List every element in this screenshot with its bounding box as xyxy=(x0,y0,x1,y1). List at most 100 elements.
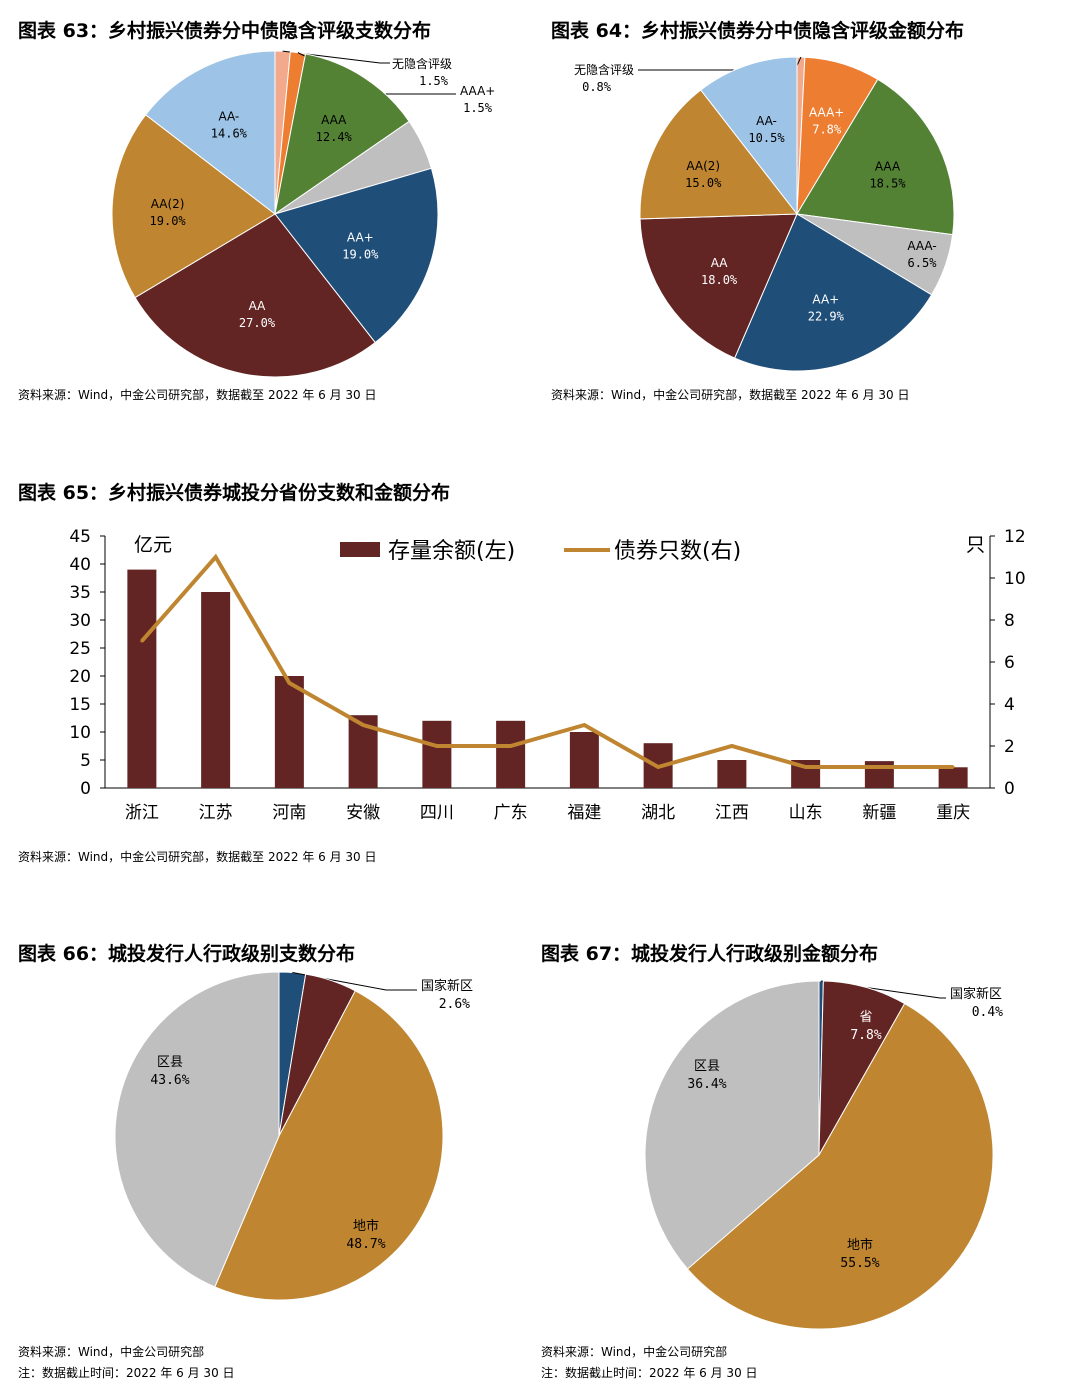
chart65-category-label: 四川 xyxy=(420,803,454,823)
chart64-value-aaa-plus: 7.8% xyxy=(812,122,842,136)
chart63-value-aa2: 19.0% xyxy=(150,214,187,228)
chart64-slice-aa2 xyxy=(639,89,798,220)
chart65-line-point-3 xyxy=(361,723,365,727)
chart63-label-aa-plus: AA+ xyxy=(347,231,374,245)
chart65-title: 图表 65：乡村振兴债券城投分省份支数和金额分布 xyxy=(18,482,451,504)
chart66-source: 资料来源：Wind，中金公司研究部 xyxy=(18,1345,205,1359)
chart66-slice-county xyxy=(114,971,280,1288)
chart65-legend: 存量余额(左) 债券只数(右) xyxy=(340,539,741,564)
chart66-value-national-new-area: 2.6% xyxy=(439,997,470,1012)
chart63-label-aa-minus: AA- xyxy=(218,109,239,123)
chart65-category-label: 湖北 xyxy=(641,803,675,823)
chart67-title: 图表 67：城投发行人行政级别金额分布 xyxy=(541,943,879,965)
chart64-title: 图表 64：乡村振兴债券分中债隐含评级金额分布 xyxy=(551,20,965,42)
chart65-left-tick-label: 10 xyxy=(69,723,91,743)
chart65-line-point-1 xyxy=(214,555,218,559)
chart65-ylabel-right: 只 xyxy=(966,534,985,556)
chart63-slice-aa-plus xyxy=(274,167,439,344)
chart65-line-point-8 xyxy=(730,744,734,748)
chart66-label-national-new-area: 国家新区 xyxy=(421,978,473,994)
chart64-slice-aa-minus xyxy=(700,56,798,216)
chart63-slice-aaa xyxy=(274,53,410,216)
chart67-value-province: 7.8% xyxy=(850,1028,881,1043)
chart63-slice-aa xyxy=(134,213,376,378)
chart65-left-tick-label: 0 xyxy=(80,779,91,799)
chart64-label-aa2: AA(2) xyxy=(686,159,720,173)
chart65-bar-4 xyxy=(422,720,452,788)
chart63-source: 资料来源：Wind，中金公司研究部，数据截至 2022 年 6 月 30 日 xyxy=(18,388,377,402)
chart65-bar-0 xyxy=(127,569,157,788)
chart65-bar-8 xyxy=(717,760,747,788)
chart67-note: 注：数据截止时间：2022 年 6 月 30 日 xyxy=(541,1366,758,1380)
chart63-label-aa2: AA(2) xyxy=(151,197,185,211)
chart64-label-aaa-minus: AAA- xyxy=(907,239,936,253)
chart63-label-aa: AA xyxy=(249,299,267,313)
chart65-legend-bar-label: 存量余额(左) xyxy=(388,539,515,564)
chart65-ylabel-left: 亿元 xyxy=(134,534,172,556)
chart65-left-tick-label: 45 xyxy=(69,527,91,547)
chart63-value-aaa-plus: 1.5% xyxy=(463,101,493,115)
chart65-left-tick-label: 25 xyxy=(69,639,91,659)
chart63-label-aaa: AAA xyxy=(321,113,347,127)
chart64-label-aaa: AAA xyxy=(875,159,901,173)
chart64-slice-aaa xyxy=(796,78,955,236)
chart64-value-aa: 18.0% xyxy=(701,273,738,287)
chart64-label-aa: AA xyxy=(711,256,729,270)
chart63-value-aa-minus: 14.6% xyxy=(211,126,248,140)
chart64-label-aa-plus: AA+ xyxy=(812,293,839,307)
chart67-source: 资料来源：Wind，中金公司研究部 xyxy=(541,1345,728,1359)
chart65-bar-6 xyxy=(569,732,599,788)
chart63-leader-unrated xyxy=(282,50,390,64)
chart65-right-tick-label: 8 xyxy=(1004,611,1015,631)
chart65-legend-line-label: 债券只数(右) xyxy=(614,539,741,564)
chart65-line-point-4 xyxy=(435,744,439,748)
chart65-category-label: 浙江 xyxy=(125,803,159,823)
chart67-slice-county xyxy=(644,980,820,1270)
chart65-line-series xyxy=(140,553,954,770)
chart66-value-county: 43.6% xyxy=(150,1073,189,1088)
chart65-left-tick-label: 30 xyxy=(69,611,91,631)
chart66-note: 注：数据截止时间：2022 年 6 月 30 日 xyxy=(18,1366,235,1380)
chart65-left-tick-label: 35 xyxy=(69,583,91,603)
chart67-slice-prefecture xyxy=(686,1002,994,1330)
chart63-label-unrated: 无隐含评级 xyxy=(392,56,452,71)
chart67-value-county: 36.4% xyxy=(687,1077,726,1092)
chart63-slice-aa-minus xyxy=(144,50,276,216)
chart67-label-prefecture: 地市 xyxy=(847,1237,873,1253)
chart65-legend-bar-swatch xyxy=(340,542,380,557)
chart65-line-point-5 xyxy=(509,744,513,748)
chart65-category-label: 山东 xyxy=(789,803,823,823)
chart65-category-label: 新疆 xyxy=(862,803,896,823)
chart65-line-point-11 xyxy=(951,765,955,769)
chart64-source: 资料来源：Wind，中金公司研究部，数据截至 2022 年 6 月 30 日 xyxy=(551,388,910,402)
chart63-value-aa: 27.0% xyxy=(239,316,276,330)
chart65-right-tick-label: 12 xyxy=(1004,527,1026,547)
chart64-slice-aa xyxy=(639,213,798,359)
chart64-label-unrated: 无隐含评级 xyxy=(574,62,634,77)
chart65-left-tick-label: 5 xyxy=(80,751,91,771)
chart65-line-point-9 xyxy=(804,765,808,769)
chart64-value-aa-minus: 10.5% xyxy=(748,131,785,145)
chart65-right-tick-label: 6 xyxy=(1004,653,1015,673)
chart65-line-point-6 xyxy=(582,723,586,727)
chart65-line-point-0 xyxy=(140,639,144,643)
chart65-source: 资料来源：Wind，中金公司研究部，数据截至 2022 年 6 月 30 日 xyxy=(18,850,377,864)
chart65-category-label: 福建 xyxy=(567,803,601,823)
chart64-pie: 无隐含评级 0.8% AAA+ 7.8% AAA 18.5% AAA- 6.5% AA+ 22.9… xyxy=(574,56,955,372)
chart63-title: 图表 63：乡村振兴债券分中债隐含评级支数分布 xyxy=(18,20,432,42)
chart65-category-label: 江西 xyxy=(715,803,749,823)
chart67-pie: 国家新区 0.4% 省 7.8% 地市 55.5% 区县 36.4% xyxy=(644,980,1003,1330)
chart66-label-county: 区县 xyxy=(157,1055,183,1070)
chart67-value-prefecture: 55.5% xyxy=(840,1256,879,1271)
chart67-value-national-new-area: 0.4% xyxy=(972,1005,1003,1020)
chart64-value-unrated: 0.8% xyxy=(582,80,612,94)
chart64-value-aa-plus: 22.9% xyxy=(808,310,845,324)
chart65-category-label: 安徽 xyxy=(346,803,380,823)
chart65-right-tick-label: 2 xyxy=(1004,737,1015,757)
chart65-bar-5 xyxy=(496,720,526,788)
chart65-right-tick-label: 4 xyxy=(1004,695,1015,715)
chart63-value-unrated: 1.5% xyxy=(419,74,449,88)
chart65-bar-2 xyxy=(274,676,304,788)
chart65-line-point-7 xyxy=(656,765,660,769)
